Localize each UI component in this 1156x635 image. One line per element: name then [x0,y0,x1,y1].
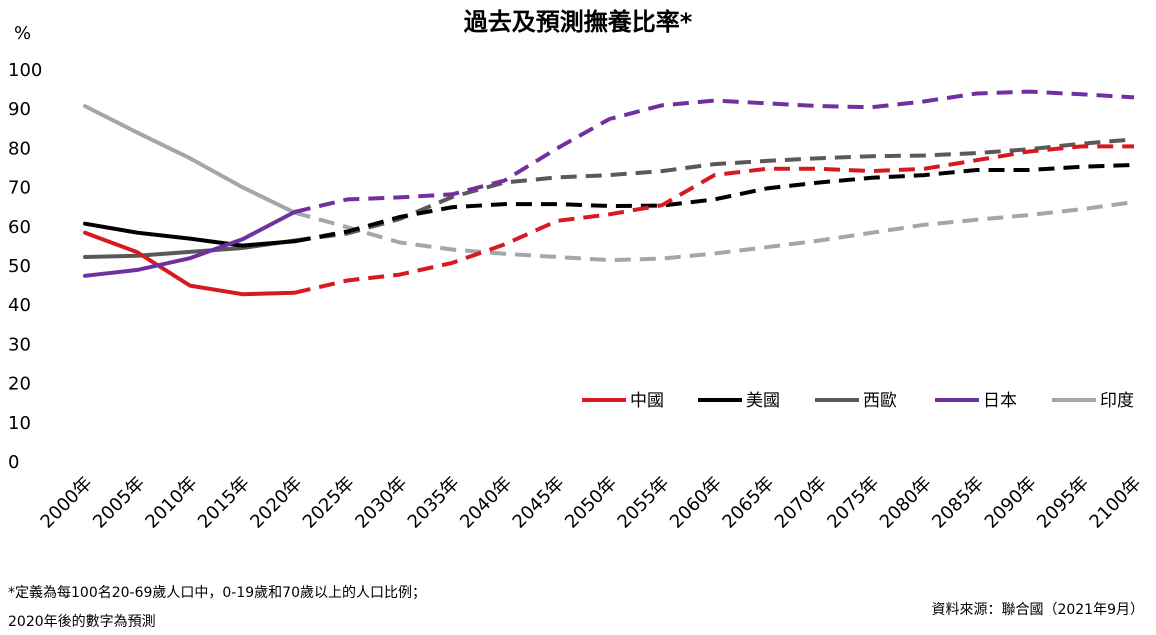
y-tick-label: 40 [8,295,31,316]
footnote-definition: *定義為每100名20-69歲人口中，0-19歲和70歲以上的人口比例； [8,585,426,601]
x-tick-label: 2010年 [141,473,201,533]
x-tick-label: 2000年 [37,473,97,533]
y-tick-label: 10 [8,413,31,434]
series-lines [83,89,1135,297]
y-tick-label: 90 [8,99,31,120]
series-line-projected [294,144,1134,295]
footnote-projection: 2020年後的數字為預測 [8,614,156,630]
y-tick-label: 20 [8,374,31,395]
x-tick-label: 2035年 [404,473,464,533]
x-tick-label: 2100年 [1086,473,1146,533]
x-tick-label: 2080年 [876,473,936,533]
series-line-projected [294,162,1135,244]
series-line-historical [83,221,297,248]
legend-label: 日本 [983,391,1017,411]
x-tick-label: 2020年 [246,473,306,533]
x-tick-label: 2015年 [194,473,254,533]
x-tick-label: 2045年 [509,473,569,533]
series-line-historical [83,209,297,278]
x-tick-label: 2005年 [89,473,149,533]
series-line-projected [294,137,1135,243]
legend: 中國 美國 西歐 日本 印度 [582,391,1134,411]
x-tick-label: 2085年 [928,473,988,533]
y-tick-label: 80 [8,138,31,159]
x-tick-label: 2090年 [981,473,1041,533]
x-tick-label: 2040年 [456,473,516,533]
y-tick-label: 60 [8,217,31,238]
legend-label: 美國 [746,391,780,411]
y-tick-label: 30 [8,334,31,355]
series-line-historical [83,104,297,215]
chart-title: 過去及預測撫養比率* [463,8,693,36]
series-line-projected [294,89,1135,214]
series-line-projected [294,200,1135,263]
x-axis-ticks: 2000年2005年2010年2015年2020年2025年2030年2035年… [37,473,1146,533]
legend-label: 印度 [1100,391,1134,411]
source-note: 資料來源：聯合國（2021年9月） [931,602,1144,618]
x-tick-label: 2070年 [771,473,831,533]
x-tick-label: 2050年 [561,473,621,533]
x-tick-label: 2055年 [614,473,674,533]
x-tick-label: 2065年 [718,473,778,533]
legend-label: 西歐 [863,391,897,411]
y-axis-unit: % [14,23,31,44]
x-tick-label: 2030年 [351,473,411,533]
y-axis-ticks: 0 10 20 30 40 50 60 70 80 90 100 [8,60,42,473]
y-tick-label: 100 [8,60,42,81]
x-tick-label: 2075年 [823,473,883,533]
y-tick-label: 50 [8,256,31,277]
y-tick-label: 70 [8,178,31,199]
series-line-historical [83,230,297,297]
y-tick-label: 0 [8,452,19,473]
legend-label: 中國 [630,391,664,411]
x-tick-label: 2060年 [666,473,726,533]
x-tick-label: 2025年 [299,473,359,533]
x-tick-label: 2095年 [1033,473,1093,533]
